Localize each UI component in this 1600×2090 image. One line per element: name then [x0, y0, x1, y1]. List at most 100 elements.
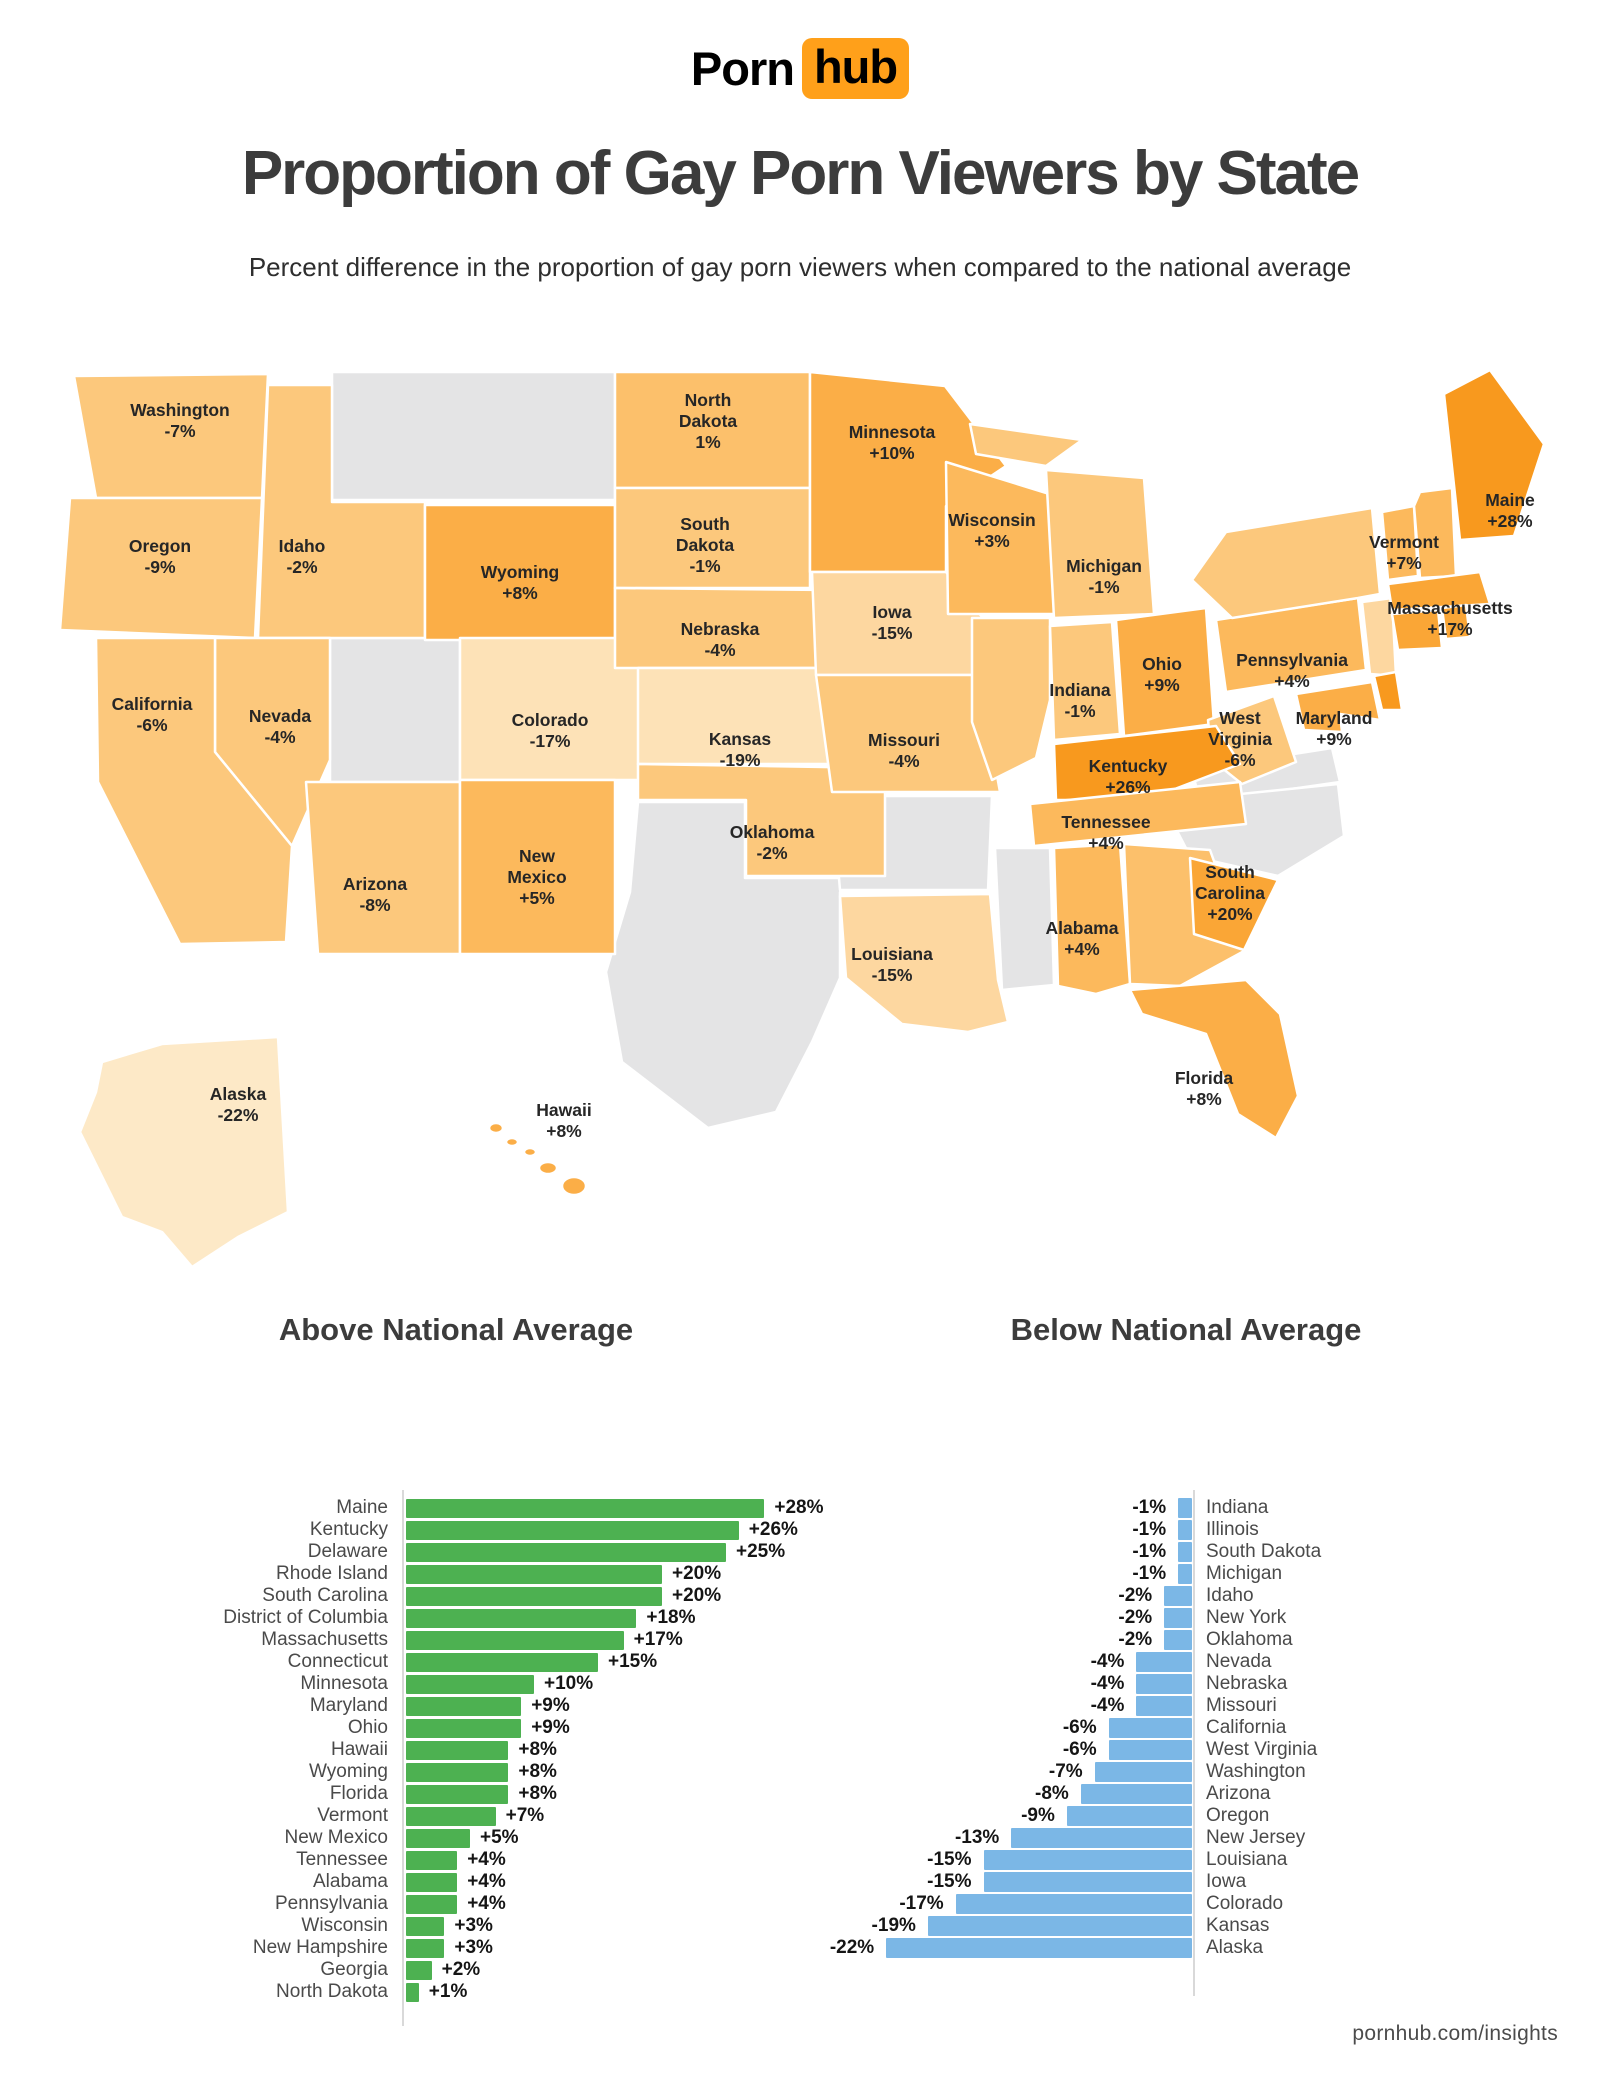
below-bar-row-colorado: -17% Colorado — [650, 1893, 1410, 1915]
state-label-sd: South Dakota -1% — [676, 514, 735, 576]
bar-category-label: New Hampshire — [252, 1937, 388, 1958]
bar-value-label: -2% — [1118, 1585, 1153, 1606]
state-az — [304, 780, 462, 956]
state-label-wa: Washington -7% — [130, 400, 229, 441]
below-bar-row-nebraska: -4% Nebraska — [650, 1673, 1410, 1695]
below-bar-row-west-virginia: -6% West Virginia — [650, 1739, 1410, 1761]
bar-category-label: Rhode Island — [276, 1563, 388, 1584]
bar-value-label: -4% — [1090, 1695, 1125, 1716]
bar-category-label: Hawaii — [330, 1739, 388, 1760]
bar-category-label: Georgia — [320, 1959, 388, 1980]
green-bar — [406, 1718, 522, 1738]
below-bar-row-new-jersey: -13% New Jersey — [650, 1827, 1410, 1849]
bar-value-label: +3% — [454, 1937, 493, 1958]
above-bar-row-pennsylvania: Pennsylvania +4% — [48, 1893, 848, 1915]
green-bar — [406, 1586, 662, 1606]
bar-category-label: New Jersey — [1206, 1827, 1306, 1848]
below-bar-row-oregon: -9% Oregon — [650, 1805, 1410, 1827]
green-bar — [406, 1652, 598, 1672]
below-bar-row-california: -6% California — [650, 1717, 1410, 1739]
above-average-chart-title: Above National Average — [278, 1312, 634, 1347]
state-label-oh: Ohio +9% — [1142, 654, 1182, 695]
bar-category-label: Tennessee — [296, 1849, 388, 1870]
bar-value-label: +1% — [428, 1981, 468, 2002]
green-bar — [406, 1872, 458, 1892]
bar-value-label: -22% — [829, 1937, 875, 1958]
state-label-nd: North Dakota 1% — [679, 390, 738, 452]
page-title: Proportion of Gay Porn Viewers by State — [241, 139, 1360, 208]
bar-value-label: +9% — [531, 1717, 570, 1738]
bar-category-label: Kentucky — [309, 1519, 388, 1540]
below-bar-row-nevada: -4% Nevada — [650, 1651, 1410, 1673]
bar-category-label: Vermont — [317, 1805, 388, 1826]
state-label-wi: Wisconsin +3% — [948, 510, 1035, 551]
blue-bar — [1066, 1806, 1192, 1826]
bar-value-label: +8% — [518, 1761, 557, 1782]
above-bar-row-hawaii: Hawaii +8% — [48, 1739, 848, 1761]
state-label-ks: Kansas -19% — [709, 729, 772, 770]
bar-value-label: +2% — [441, 1959, 481, 1980]
green-bar — [406, 1696, 522, 1716]
state-label-or: Oregon -9% — [129, 536, 191, 577]
bar-value-label: +3% — [454, 1915, 493, 1936]
bar-value-label: -19% — [871, 1915, 916, 1936]
bar-value-label: -1% — [1132, 1541, 1167, 1562]
blue-bar — [1108, 1718, 1192, 1738]
state-label-id: Idaho -2% — [279, 536, 326, 577]
below-bar-row-oklahoma: -2% Oklahoma — [650, 1629, 1410, 1651]
green-bar — [406, 1542, 726, 1562]
bar-category-label: Kansas — [1206, 1915, 1270, 1936]
bar-value-label: +8% — [518, 1739, 557, 1760]
bar-category-label: Connecticut — [287, 1651, 388, 1672]
bar-value-label: -7% — [1048, 1761, 1083, 1782]
logo-porn-text: Porn — [690, 42, 795, 95]
bar-category-label: Minnesota — [300, 1673, 388, 1694]
bar-category-label: Nebraska — [1206, 1673, 1288, 1694]
state-label-nm: New Mexico +5% — [507, 846, 566, 908]
state-label-me: Maine +28% — [1485, 490, 1535, 531]
bar-category-label: Washington — [1206, 1761, 1306, 1782]
bar-value-label: -6% — [1062, 1717, 1097, 1738]
bar-category-label: Alaska — [1206, 1937, 1264, 1958]
above-bar-row-alabama: Alabama +4% — [48, 1871, 848, 1893]
state-hi — [560, 1175, 588, 1197]
bar-value-label: +4% — [467, 1849, 506, 1870]
green-bar — [406, 1982, 419, 2002]
bar-category-label: Massachusetts — [261, 1629, 388, 1650]
green-bar — [406, 1894, 458, 1914]
green-bar — [406, 1828, 470, 1848]
above-bar-row-maine: Maine +28% — [48, 1497, 848, 1519]
bar-value-label: +15% — [608, 1651, 658, 1672]
bar-value-label: +17% — [633, 1629, 683, 1650]
state-de — [1372, 670, 1404, 712]
above-bar-row-maryland: Maryland +9% — [48, 1695, 848, 1717]
bar-value-label: +18% — [646, 1607, 696, 1628]
state-nm — [458, 778, 617, 956]
pornhub-logo: Porn hub — [0, 38, 1600, 99]
below-bar-row-idaho: -2% Idaho — [650, 1585, 1410, 1607]
green-bar — [406, 1674, 534, 1694]
below-bar-row-illinois: -1% Illinois — [650, 1519, 1410, 1541]
bar-value-label: -1% — [1132, 1563, 1167, 1584]
below-bar-row-indiana: -1% Indiana — [650, 1497, 1410, 1519]
state-label-vt: Vermont +7% — [1369, 532, 1439, 573]
state-sc — [1188, 856, 1280, 952]
state-label-pa: Pennsylvania +4% — [1236, 650, 1348, 691]
state-md — [1294, 680, 1382, 734]
state-il — [970, 616, 1052, 782]
state-label-mi: Michigan -1% — [1066, 556, 1142, 597]
bar-category-label: Oklahoma — [1206, 1629, 1293, 1650]
bar-value-label: -1% — [1132, 1519, 1167, 1540]
page-subtitle: Percent difference in the proportion of … — [248, 252, 1352, 282]
blue-bar — [1178, 1498, 1192, 1518]
state-tx — [604, 800, 890, 1130]
bar-value-label: -4% — [1090, 1651, 1125, 1672]
bar-category-label: Florida — [329, 1783, 388, 1804]
below-bar-row-kansas: -19% Kansas — [650, 1915, 1410, 1937]
green-bar — [406, 1938, 445, 1958]
blue-bar — [927, 1916, 1192, 1936]
state-ak — [78, 1035, 290, 1269]
bar-category-label: Indiana — [1206, 1497, 1269, 1518]
bar-value-label: +25% — [736, 1541, 786, 1562]
green-bar — [406, 1630, 624, 1650]
